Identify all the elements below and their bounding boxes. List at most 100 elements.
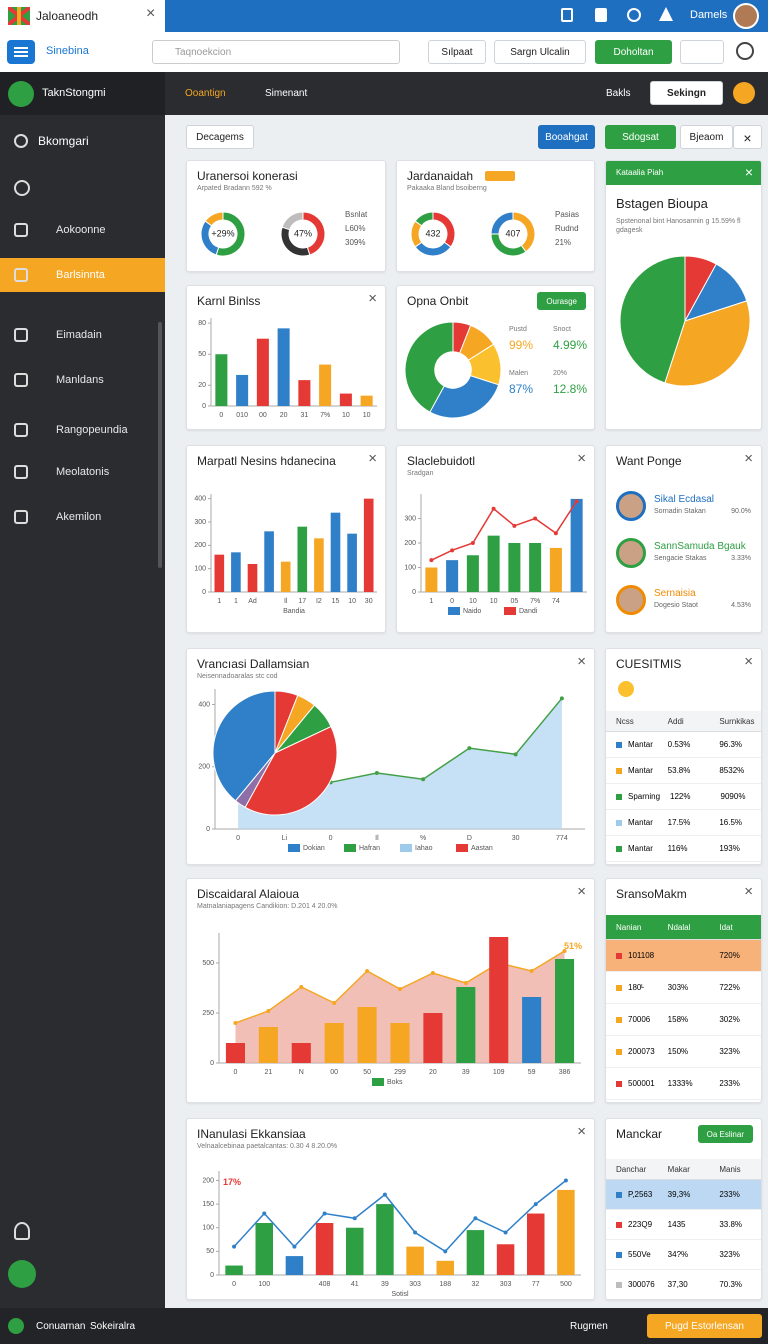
nav-icon[interactable] (8, 1260, 36, 1288)
close-icon[interactable]: × (368, 290, 377, 307)
settings-icon[interactable] (736, 42, 754, 60)
nav-icon (14, 423, 28, 437)
search-box[interactable]: Taqnoekcion (152, 40, 400, 64)
close-icon[interactable]: × (744, 653, 753, 670)
card-button[interactable]: Oa Eslinar (697, 1125, 753, 1143)
cell-text: 101108 (628, 951, 655, 960)
menu-button[interactable] (7, 40, 35, 64)
close-icon[interactable]: × (744, 450, 753, 467)
cell-text: 1435 (667, 1220, 686, 1229)
table-row: Sparning 122% 9090% (606, 784, 761, 810)
table-cell: Sparning (606, 784, 660, 809)
card-button[interactable]: Ourasge (537, 292, 586, 310)
y-tick-label: 200 (202, 1177, 214, 1184)
toolbar-button[interactable]: Decagems (186, 125, 254, 149)
icon[interactable] (595, 8, 607, 22)
x-tick-label: 774 (556, 835, 568, 842)
card-chart: +29% 47% Bsnlat L60% 309% (200, 210, 368, 257)
tab[interactable]: Simenant (265, 88, 308, 99)
header-icon[interactable] (733, 82, 755, 104)
close-icon[interactable]: × (368, 450, 377, 467)
nav-item[interactable]: Eimadain (0, 318, 165, 352)
card-title: Manckar (616, 1127, 663, 1141)
card: Discaidaral Alaioua Matnalaniapagens Cand… (186, 878, 595, 1103)
x-tick-label: 408 (319, 1281, 331, 1288)
table-cell: 200073 (606, 1036, 658, 1067)
cell-text: 158% (667, 1015, 689, 1024)
cell-text: 323% (719, 1047, 740, 1056)
nav-item[interactable]: Barlsinnta (0, 258, 165, 292)
x-tick-label: 39 (462, 1069, 470, 1076)
tab[interactable]: Ooantign (185, 88, 226, 99)
nav-item[interactable]: Akemilon (0, 500, 165, 534)
table: Nanian Ndalal Idat 101108 720% 180ᴸ 303% 722% 70… (606, 915, 761, 1100)
close-icon[interactable]: × (146, 5, 156, 22)
card-subtitle: Neisennadoaralas stc cod (197, 673, 278, 680)
cell-text: 17.5% (667, 818, 691, 827)
legend-swatch (372, 1078, 384, 1086)
x-tick-label: Il (375, 835, 379, 842)
user-name[interactable]: Damels (690, 9, 728, 21)
close-icon[interactable]: × (577, 1123, 586, 1140)
close-icon[interactable]: × (744, 164, 753, 180)
close-icon[interactable]: × (577, 450, 586, 467)
slice (619, 255, 686, 384)
nav-item[interactable]: Bkomgari (0, 124, 165, 158)
scrollbar (158, 322, 162, 568)
cell-text: 200073 (628, 1047, 655, 1056)
footer-link[interactable]: Rugmen (570, 1321, 608, 1332)
x-tick-label: 20 (280, 412, 288, 419)
close-icon[interactable]: × (744, 883, 753, 900)
line-point (292, 1244, 297, 1249)
nav-item[interactable]: Manldans (0, 363, 165, 397)
toolbar-button[interactable]: Sdogsat (605, 125, 676, 149)
close-button[interactable]: × (733, 125, 762, 149)
toolbar-button[interactable]: Booahgat (538, 125, 595, 149)
toolbar-button[interactable]: Bjeaom (680, 125, 733, 149)
nav-item[interactable]: Rangopeundia (0, 413, 165, 447)
table-cell: 233% (709, 1068, 761, 1099)
nav-button[interactable]: Doholtan (595, 40, 672, 64)
stat-value: 12.8% (553, 382, 588, 396)
x-tick-label: % (420, 835, 426, 842)
table-row: P,2563 39,3% 233% (606, 1180, 761, 1210)
y-tick-label: 0 (206, 826, 210, 833)
card-title: SransoMakm (616, 887, 687, 901)
nav-button[interactable]: Sargn Ulcalin (494, 40, 586, 64)
x-tick-label: 74 (552, 598, 560, 605)
top-bar: Damels (165, 0, 768, 32)
column-header: Ncss (616, 716, 634, 726)
x-tick-label: 77 (532, 1281, 540, 1288)
close-icon[interactable]: × (577, 653, 586, 670)
cell-text: 96.3% (719, 740, 743, 749)
area-point (299, 985, 304, 989)
avatar[interactable] (733, 3, 759, 29)
nav-button[interactable]: Sılpaat (428, 40, 486, 64)
table-cell: 16.5% (709, 810, 761, 835)
person-role: Sornadin Stakan (654, 508, 706, 515)
x-tick-label: 109 (493, 1069, 505, 1076)
header-button[interactable]: Sekingn (650, 81, 723, 105)
line-point (450, 548, 455, 553)
area-point (559, 696, 564, 701)
x-tick-label: 0 (219, 412, 223, 419)
nav-icon[interactable] (14, 1222, 30, 1240)
slice (414, 211, 434, 227)
nav-label: Bkomgari (38, 134, 89, 148)
y-tick-label: 100 (404, 564, 416, 571)
nav-item[interactable]: Meolatonis (0, 455, 165, 489)
y-tick-label: 50 (206, 1248, 214, 1255)
close-icon[interactable]: × (577, 883, 586, 900)
stat-label: 20% (553, 370, 568, 377)
icon-button[interactable] (680, 40, 724, 64)
icon[interactable] (659, 7, 673, 21)
avatar (616, 538, 646, 568)
footer-button[interactable]: Pugd Estorlensan (647, 1314, 762, 1338)
nav-icon[interactable] (14, 180, 30, 196)
icon[interactable] (561, 8, 573, 22)
icon[interactable] (627, 8, 641, 22)
nav-item[interactable]: Aokoonne (0, 213, 165, 247)
cell-text: 720% (719, 951, 740, 960)
legend-label: Aastan (471, 845, 493, 852)
